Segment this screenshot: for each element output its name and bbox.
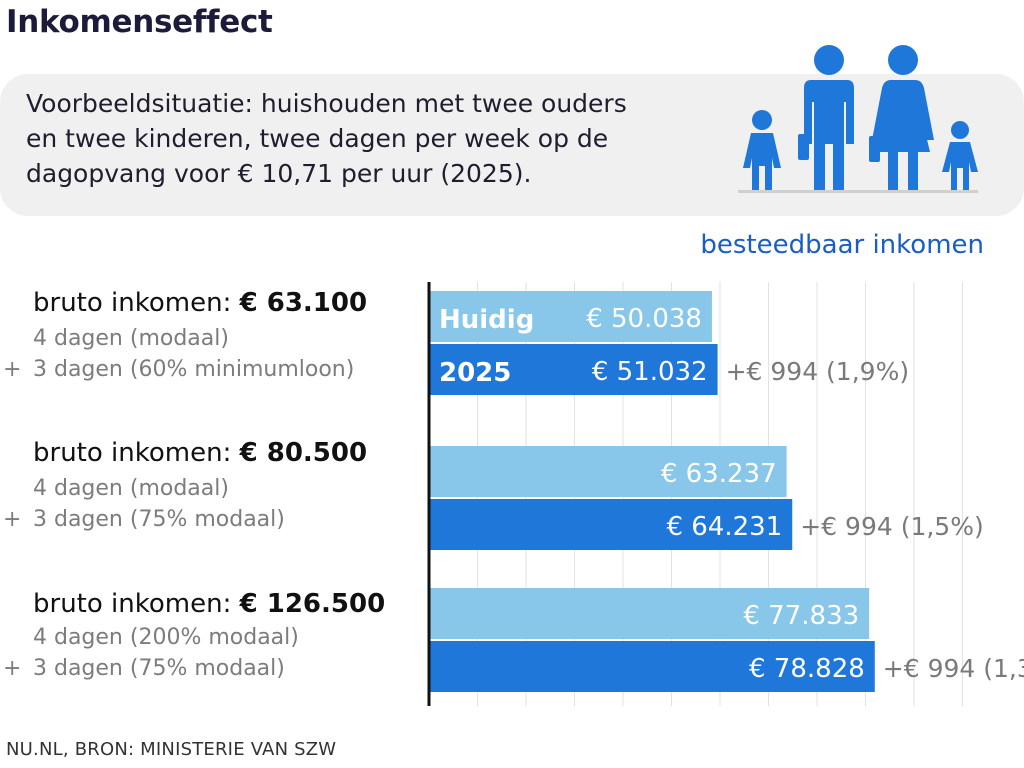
bar-2025 [429,641,875,692]
plus-sign: + [3,357,22,382]
difference-label: +€ 994 (1,9%) [726,357,909,386]
bruto-value: € 63.100 [239,288,368,318]
bruto-income: bruto inkomen: € 126.500 [33,589,385,619]
partner-1-line: 4 dagen (modaal) [33,326,229,351]
bruto-value: € 126.500 [239,589,386,619]
difference-label: +€ 994 (1,3%) [883,654,1024,683]
group-2-labels: bruto inkomen: € 80.500 4 dagen (modaal)… [3,438,367,532]
partner-2-line: + 3 dagen (75% modaal) [3,656,385,681]
partner-2-text: 3 dagen (60% minimumloon) [33,357,355,382]
bar-2025 [429,344,718,395]
partner-1-line: 4 dagen (modaal) [33,476,229,501]
value-label-current: € 63.237 [661,459,777,489]
bar-current [429,446,787,497]
bruto-label: bruto inkomen: [33,288,232,318]
bar-2025 [429,499,793,550]
chart-title: besteedbaar inkomen [700,230,984,260]
value-label-2025: € 64.231 [666,512,782,542]
value-label-current: € 77.833 [743,601,859,631]
family-icon [738,45,978,193]
banner-text: Voorbeeldsituatie: huishouden met twee o… [26,86,726,191]
value-label-2025: € 78.828 [749,654,865,684]
bar-current [429,588,870,639]
partner-2-line: + 3 dagen (60% minimumloon) [3,357,367,382]
partner-2-line: + 3 dagen (75% modaal) [3,507,367,532]
legend-2025: 2025 [439,358,511,388]
bruto-label: bruto inkomen: [33,589,232,619]
partner-2-text: 3 dagen (75% modaal) [33,656,285,681]
bar-current [429,291,712,342]
partner-2-text: 3 dagen (75% modaal) [33,507,285,532]
source-footer: NU.NL, BRON: MINISTERIE VAN SZW [6,739,337,760]
group-3-labels: bruto inkomen: € 126.500 4 dagen (200% m… [3,589,385,681]
partner-1-line: 4 dagen (200% modaal) [33,625,299,650]
bruto-income: bruto inkomen: € 80.500 [33,438,367,468]
value-label-current: € 50.038 [586,304,702,334]
bruto-value: € 80.500 [239,438,368,468]
plus-sign: + [3,507,22,532]
bruto-label: bruto inkomen: [33,438,232,468]
page-title: Inkomenseffect [6,4,273,40]
plus-sign: + [3,656,22,681]
banner-line-3: dagopvang voor € 10,71 per uur (2025). [26,159,532,188]
difference-label: +€ 994 (1,5%) [800,512,983,541]
banner-line-2: en twee kinderen, twee dagen per week op… [26,124,609,153]
group-1-labels: bruto inkomen: € 63.100 4 dagen (modaal)… [3,288,367,382]
bruto-income: bruto inkomen: € 63.100 [33,288,367,318]
banner-line-1: Voorbeeldsituatie: huishouden met twee o… [26,89,627,118]
legend-current: Huidig [439,305,534,335]
value-label-2025: € 51.032 [592,357,708,387]
